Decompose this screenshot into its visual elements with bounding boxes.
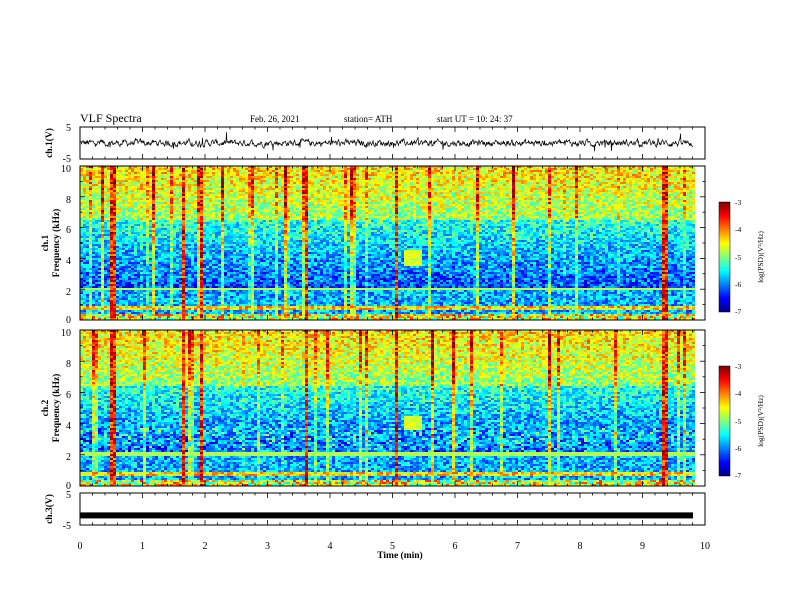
- ch2-ytick-2: 2: [66, 452, 71, 463]
- ch1-cbar-tick-m6: -6: [735, 280, 741, 289]
- ch1-colorbar: [719, 202, 730, 312]
- ch1-spectrogram-image: [80, 166, 695, 320]
- date-label: Feb. 26, 2021: [250, 114, 300, 124]
- ch1-frequency-ylabel: Frequency (kHz): [51, 209, 62, 278]
- ch3-ytick-top: 5: [66, 490, 71, 501]
- ch1-ytick-0: 0: [66, 315, 71, 326]
- xtick-8: 8: [578, 541, 583, 552]
- ch1-cbar-tick-m5: -5: [735, 253, 741, 262]
- xtick-2: 2: [203, 541, 208, 552]
- ch1-cbar-tick-m7: -7: [735, 307, 741, 316]
- xtick-6: 6: [453, 541, 458, 552]
- ch1-ytick-top: 5: [66, 123, 71, 134]
- ch2-frequency-ylabel: Frequency (kHz): [51, 374, 62, 443]
- ch2-spectrogram-panel: 0 2 4 6 8 10 ch.2 Frequency (kHz) -3 -4 …: [41, 328, 765, 492]
- ch1-ytick-4: 4: [66, 256, 71, 267]
- ch1-channel-label: ch.1: [41, 234, 51, 251]
- ch2-cbar-tick-m4: -4: [735, 389, 741, 398]
- xtick-3: 3: [265, 541, 270, 552]
- ch2-cbar-tick-m5: -5: [735, 417, 741, 426]
- xtick-0: 0: [78, 541, 83, 552]
- ch2-cbar-tick-m3: -3: [735, 362, 741, 371]
- ch1-waveform-ylabel: ch.1(V): [44, 128, 55, 158]
- ch1-ytick-8: 8: [66, 195, 71, 206]
- ch2-ytick-8: 8: [66, 359, 71, 370]
- xtick-7: 7: [515, 541, 520, 552]
- ch2-colorbar: [719, 366, 730, 476]
- ch1-ytick-6: 6: [66, 225, 71, 236]
- xtick-10: 10: [700, 541, 710, 552]
- start-time-label: start UT = 10: 24: 37: [437, 114, 513, 124]
- ch3-ytick-bottom: -5: [63, 521, 71, 532]
- ch2-cbar-tick-m6: -6: [735, 444, 741, 453]
- ch1-spectrogram-panel: 0 2 4 6 8 10 ch.1 Frequency (kHz) -3 -4 …: [41, 164, 765, 326]
- ch3-signal-trace: [80, 512, 693, 518]
- ch2-colorbar-label: log(PSD)(V²/Hz): [756, 395, 765, 447]
- ch2-ytick-6: 6: [66, 390, 71, 401]
- xtick-4: 4: [328, 541, 333, 552]
- ch1-signal-trace: [80, 132, 693, 151]
- ch3-waveform-trace: [80, 512, 693, 518]
- ch2-ytick-10: 10: [61, 328, 71, 339]
- x-axis-label: Time (min): [377, 550, 422, 561]
- ch3-waveform-panel: 5 -5 ch.3(V): [44, 490, 705, 532]
- xtick-9: 9: [640, 541, 645, 552]
- ch2-channel-label: ch.2: [41, 399, 51, 416]
- ch1-colorbar-label: log(PSD)(V²/Hz): [756, 231, 765, 283]
- ch1-cbar-tick-m3: -3: [735, 198, 741, 207]
- x-axis: 0 1 2 3 4 5 6 7 8 9 10 Time (min): [78, 541, 711, 561]
- figure-title: VLF Spectra: [80, 111, 142, 125]
- ch1-waveform-trace: [80, 132, 693, 151]
- ch1-waveform-panel: 5 -5 ch.1(V): [44, 123, 705, 165]
- ch1-ytick-2: 2: [66, 287, 71, 298]
- ch2-cbar-tick-m7: -7: [735, 471, 741, 480]
- xtick-1: 1: [140, 541, 145, 552]
- station-label: station= ATH: [344, 114, 393, 124]
- ch1-cbar-tick-m4: -4: [735, 225, 741, 234]
- ch1-ytick-10: 10: [61, 164, 71, 175]
- ch2-spectrogram-image: [80, 330, 695, 486]
- ch3-waveform-ylabel: ch.3(V): [44, 494, 55, 524]
- ch2-ytick-4: 4: [66, 421, 71, 432]
